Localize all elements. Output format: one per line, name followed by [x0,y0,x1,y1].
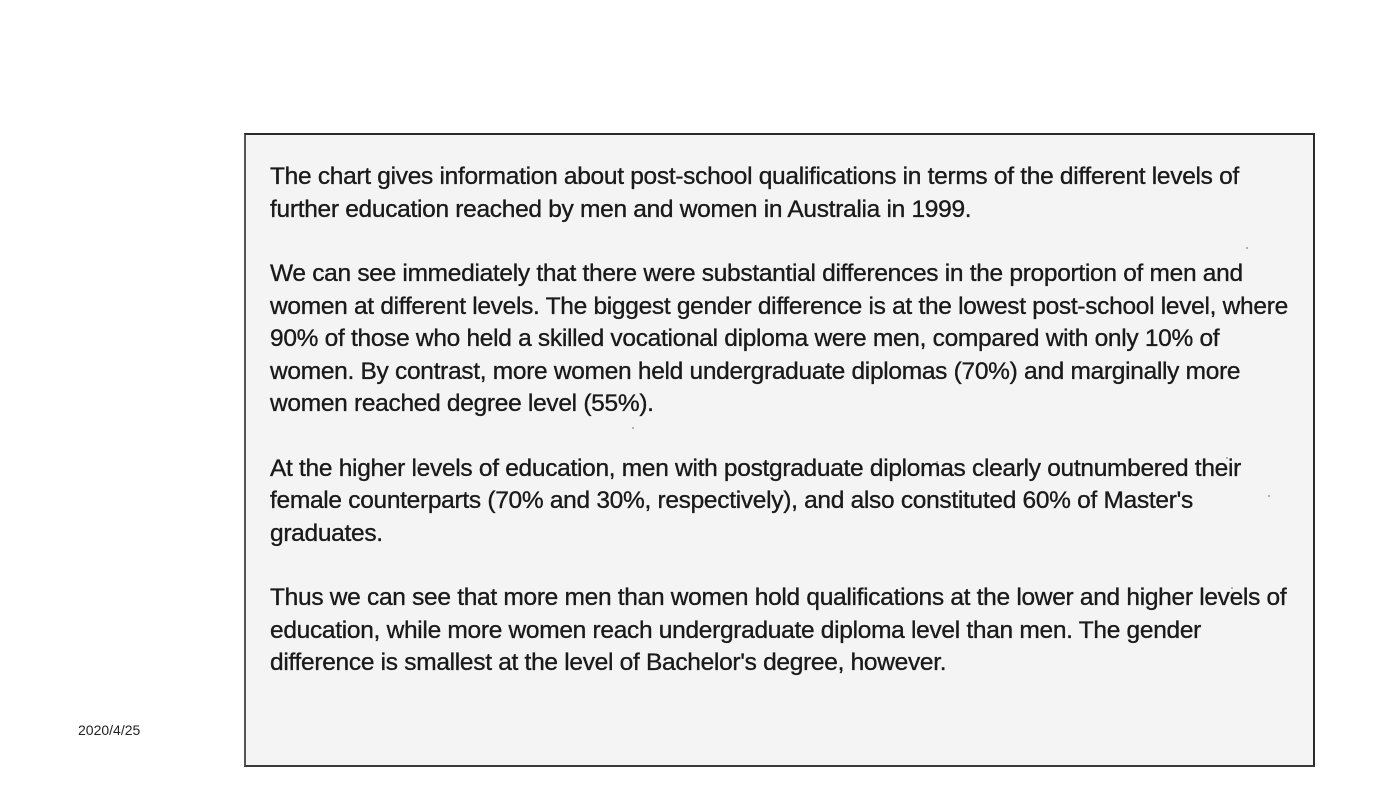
scan-speck [1268,495,1270,497]
scan-speck [632,427,634,429]
paragraph-higher-levels: At the higher levels of education, men w… [270,454,1242,547]
scan-speck [1231,587,1233,589]
paragraph-conclusion: Thus we can see that more men than women… [270,584,1287,676]
model-answer-text: The chart gives information about post-s… [270,161,1300,680]
slide-date: 2020/4/25 [78,722,141,738]
scan-speck [1246,247,1248,249]
paragraph-introduction: The chart gives information about post-s… [270,163,1240,223]
paragraph-lower-levels: We can see immediately that there were s… [270,260,1289,417]
scan-speck [1226,457,1228,459]
scanned-text-image: The chart gives information about post-s… [244,133,1315,767]
scan-speck [418,465,420,467]
scan-speck [936,461,938,463]
